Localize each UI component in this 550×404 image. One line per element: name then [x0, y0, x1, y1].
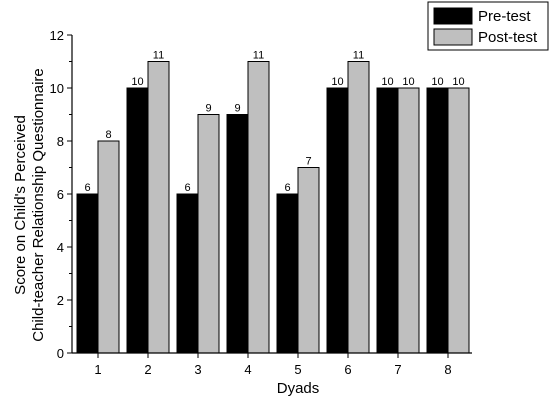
bar-pre-test-dyad-7 [376, 87, 399, 354]
data-labels-group: 6 8 10 11 6 9 9 11 6 7 10 11 10 10 10 10 [84, 50, 464, 195]
data-label-post-test-dyad-6: 11 [353, 50, 364, 62]
data-label-post-test-dyad-5: 7 [305, 156, 311, 168]
y-tick-label-2: 2 [57, 293, 64, 308]
bar-post-test-dyad-7 [397, 87, 420, 354]
bar-post-test-dyad-3 [197, 114, 220, 354]
x-tick-label-8: 8 [444, 362, 451, 377]
bar-post-test-dyad-1 [97, 140, 120, 354]
y-tick-label-6: 6 [57, 187, 64, 202]
legend-swatch-pre-test [433, 7, 473, 25]
data-label-post-test-dyad-4: 11 [253, 50, 264, 62]
y-axis-title-line-1: Score on Child's Perceived [12, 115, 29, 295]
bar-post-test-dyad-8 [447, 87, 470, 354]
data-label-post-test-dyad-3: 9 [205, 103, 211, 115]
x-tick-label-4: 4 [244, 362, 251, 377]
bar-pre-test-dyad-6 [326, 87, 349, 354]
x-axis-title: Dyads [277, 380, 320, 397]
data-label-pre-test-dyad-6: 10 [331, 76, 343, 88]
y-tick-label-10: 10 [50, 81, 64, 96]
y-tick-label-12: 12 [50, 28, 64, 43]
data-label-post-test-dyad-7: 10 [402, 76, 414, 88]
bar-post-test-dyad-2 [147, 61, 170, 354]
x-tick-label-5: 5 [294, 362, 301, 377]
bar-pre-test-dyad-8 [426, 87, 449, 354]
data-label-pre-test-dyad-1: 6 [84, 182, 90, 194]
x-tick-label-1: 1 [94, 362, 101, 377]
bar-pre-test-dyad-4 [226, 114, 249, 354]
data-label-pre-test-dyad-5: 6 [284, 182, 290, 194]
legend-swatch-post-test [433, 28, 473, 46]
data-label-pre-test-dyad-8: 10 [431, 76, 443, 88]
data-label-post-test-dyad-2: 11 [153, 50, 164, 62]
x-tick-label-6: 6 [344, 362, 351, 377]
legend: Pre-test Post-test [427, 1, 549, 51]
x-tick-label-2: 2 [144, 362, 151, 377]
y-tick-label-8: 8 [57, 134, 64, 149]
bar-pre-test-dyad-1 [76, 193, 99, 354]
bar-post-test-dyad-4 [247, 61, 270, 354]
legend-label-post-test: Post-test [478, 29, 538, 46]
bar-post-test-dyad-6 [347, 61, 370, 354]
bar-pre-test-dyad-5 [276, 193, 299, 354]
bar-pre-test-dyad-3 [176, 193, 199, 354]
bars-group [76, 61, 470, 354]
data-label-pre-test-dyad-2: 10 [131, 76, 143, 88]
y-tick-label-0: 0 [57, 346, 64, 361]
data-label-pre-test-dyad-3: 6 [184, 182, 190, 194]
bar-pre-test-dyad-2 [126, 87, 149, 354]
y-axis-title-line-2: Child-teacher Relationship Questionnaire [30, 68, 47, 342]
x-tick-label-3: 3 [194, 362, 201, 377]
data-label-pre-test-dyad-4: 9 [234, 103, 240, 115]
x-tick-label-7: 7 [394, 362, 401, 377]
y-tick-label-4: 4 [57, 240, 64, 255]
data-label-pre-test-dyad-7: 10 [381, 76, 393, 88]
legend-label-pre-test: Pre-test [478, 8, 531, 25]
data-label-post-test-dyad-8: 10 [452, 76, 464, 88]
bar-post-test-dyad-5 [297, 167, 320, 354]
data-label-post-test-dyad-1: 8 [105, 129, 111, 141]
